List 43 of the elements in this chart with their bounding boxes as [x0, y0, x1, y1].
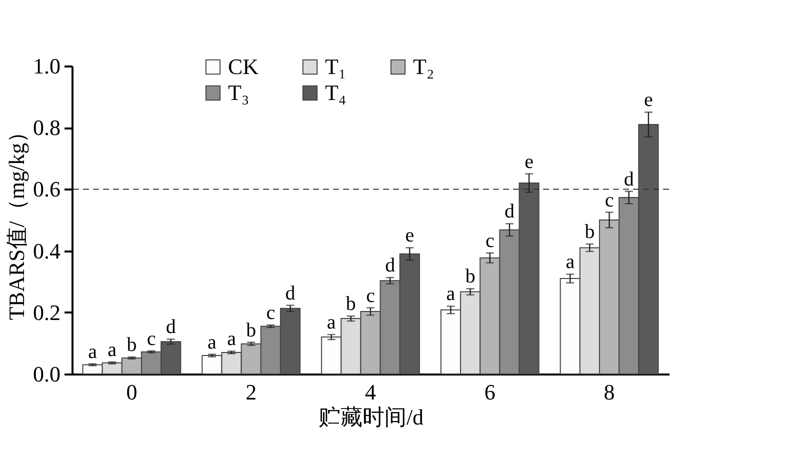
data-label: c [604, 189, 614, 212]
x-tick-label: 8 [604, 380, 615, 404]
data-label: b [465, 266, 476, 288]
y-tick-label: 1.0 [33, 54, 60, 78]
x-tick-label: 4 [365, 380, 376, 404]
y-tick-label: 0.8 [33, 115, 60, 140]
legend-label: T₃ [228, 80, 250, 105]
legend-label: T₂ [413, 54, 434, 79]
data-label: b [246, 319, 256, 342]
data-label: d [385, 254, 396, 277]
data-label: a [446, 283, 456, 306]
data-label: a [227, 328, 236, 350]
y-tick-label: 0.6 [33, 176, 60, 202]
data-label: c [485, 230, 494, 252]
data-label: e [524, 150, 534, 173]
legend-label: T₁ [325, 54, 346, 79]
x-axis-title: 贮藏时间/d [318, 404, 424, 430]
data-label: b [584, 221, 595, 244]
data-label: d [504, 200, 514, 223]
data-label: a [108, 338, 117, 361]
y-axis-title: TBARS值/（mg/kg） [4, 120, 29, 320]
legend-label: CK [228, 54, 259, 79]
data-label: c [266, 302, 276, 324]
data-label: d [624, 168, 634, 190]
data-label: c [146, 328, 156, 350]
data-label: e [644, 89, 654, 112]
data-label: b [346, 293, 356, 316]
data-label: a [207, 331, 216, 354]
legend-label: T₄ [325, 80, 346, 105]
data-label: e [405, 224, 414, 247]
data-label: c [366, 284, 376, 307]
data-label: d [285, 282, 296, 304]
x-tick-label: 6 [484, 380, 496, 404]
data-label: a [88, 340, 98, 363]
data-label: d [166, 316, 176, 338]
data-label: a [566, 251, 575, 274]
x-tick-label: 0 [126, 380, 138, 404]
data-label: b [126, 334, 137, 356]
data-label: a [326, 312, 336, 334]
y-tick-label: 0.2 [33, 300, 60, 325]
y-tick-label: 0.4 [33, 238, 60, 264]
y-tick-label: 0.0 [33, 362, 60, 386]
x-tick-label: 2 [246, 380, 257, 404]
